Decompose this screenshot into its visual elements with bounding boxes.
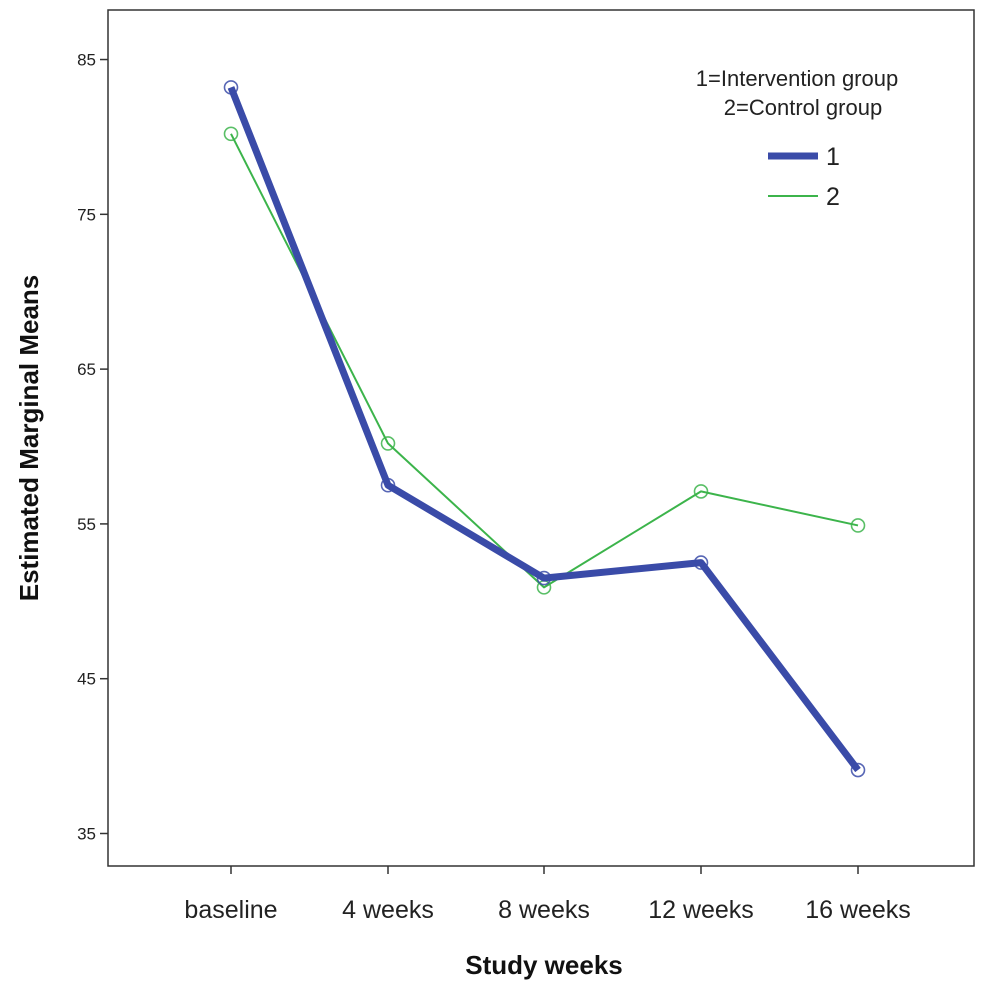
series-layer bbox=[223, 80, 866, 778]
legend-title-line-1: 1=Intervention group bbox=[696, 66, 898, 91]
series-1-point-0 bbox=[223, 80, 239, 95]
series-1 bbox=[223, 80, 866, 778]
x-tick-label-1: 4 weeks bbox=[342, 896, 434, 924]
series-2-point-0 bbox=[223, 126, 239, 142]
legend-title-line-2: 2=Control group bbox=[724, 95, 882, 120]
y-tick-label-1: 45 bbox=[77, 670, 96, 689]
series-2-point-1 bbox=[380, 436, 396, 451]
x-axis: baseline 4 weeks 8 weeks 12 weeks 16 weeks bbox=[184, 866, 911, 924]
plot-area bbox=[107, 9, 975, 867]
x-tick-label-0: baseline bbox=[184, 896, 277, 924]
y-axis-title: Estimated Marginal Means bbox=[14, 275, 44, 602]
y-tick-label-3: 65 bbox=[77, 360, 96, 379]
series-1-point-2 bbox=[536, 570, 552, 586]
y-tick-label-2: 55 bbox=[77, 515, 96, 534]
series-1-line bbox=[227, 86, 861, 773]
legend-label-series-1: 1 bbox=[826, 143, 840, 171]
series-1-point-1 bbox=[380, 477, 396, 493]
x-tick-label-3: 12 weeks bbox=[648, 896, 754, 924]
series-2-line bbox=[230, 133, 859, 589]
legend: 1=Intervention group 2=Control group 1 2 bbox=[696, 66, 898, 211]
y-tick-label-4: 75 bbox=[77, 205, 96, 224]
legend-label-series-2: 2 bbox=[826, 183, 840, 211]
series-2-point-4 bbox=[850, 518, 866, 533]
x-tick-label-2: 8 weeks bbox=[498, 896, 590, 924]
x-tick-label-4: 16 weeks bbox=[805, 896, 911, 924]
series-2 bbox=[223, 126, 866, 595]
x-axis-title: Study weeks bbox=[465, 950, 623, 980]
y-tick-label-0: 35 bbox=[77, 824, 96, 843]
y-tick-label-5: 85 bbox=[77, 51, 96, 70]
series-1-point-4 bbox=[850, 762, 866, 778]
series-1-point-3 bbox=[693, 555, 709, 570]
y-axis: 35 45 55 65 75 85 bbox=[77, 51, 108, 843]
series-2-point-3 bbox=[693, 484, 709, 499]
